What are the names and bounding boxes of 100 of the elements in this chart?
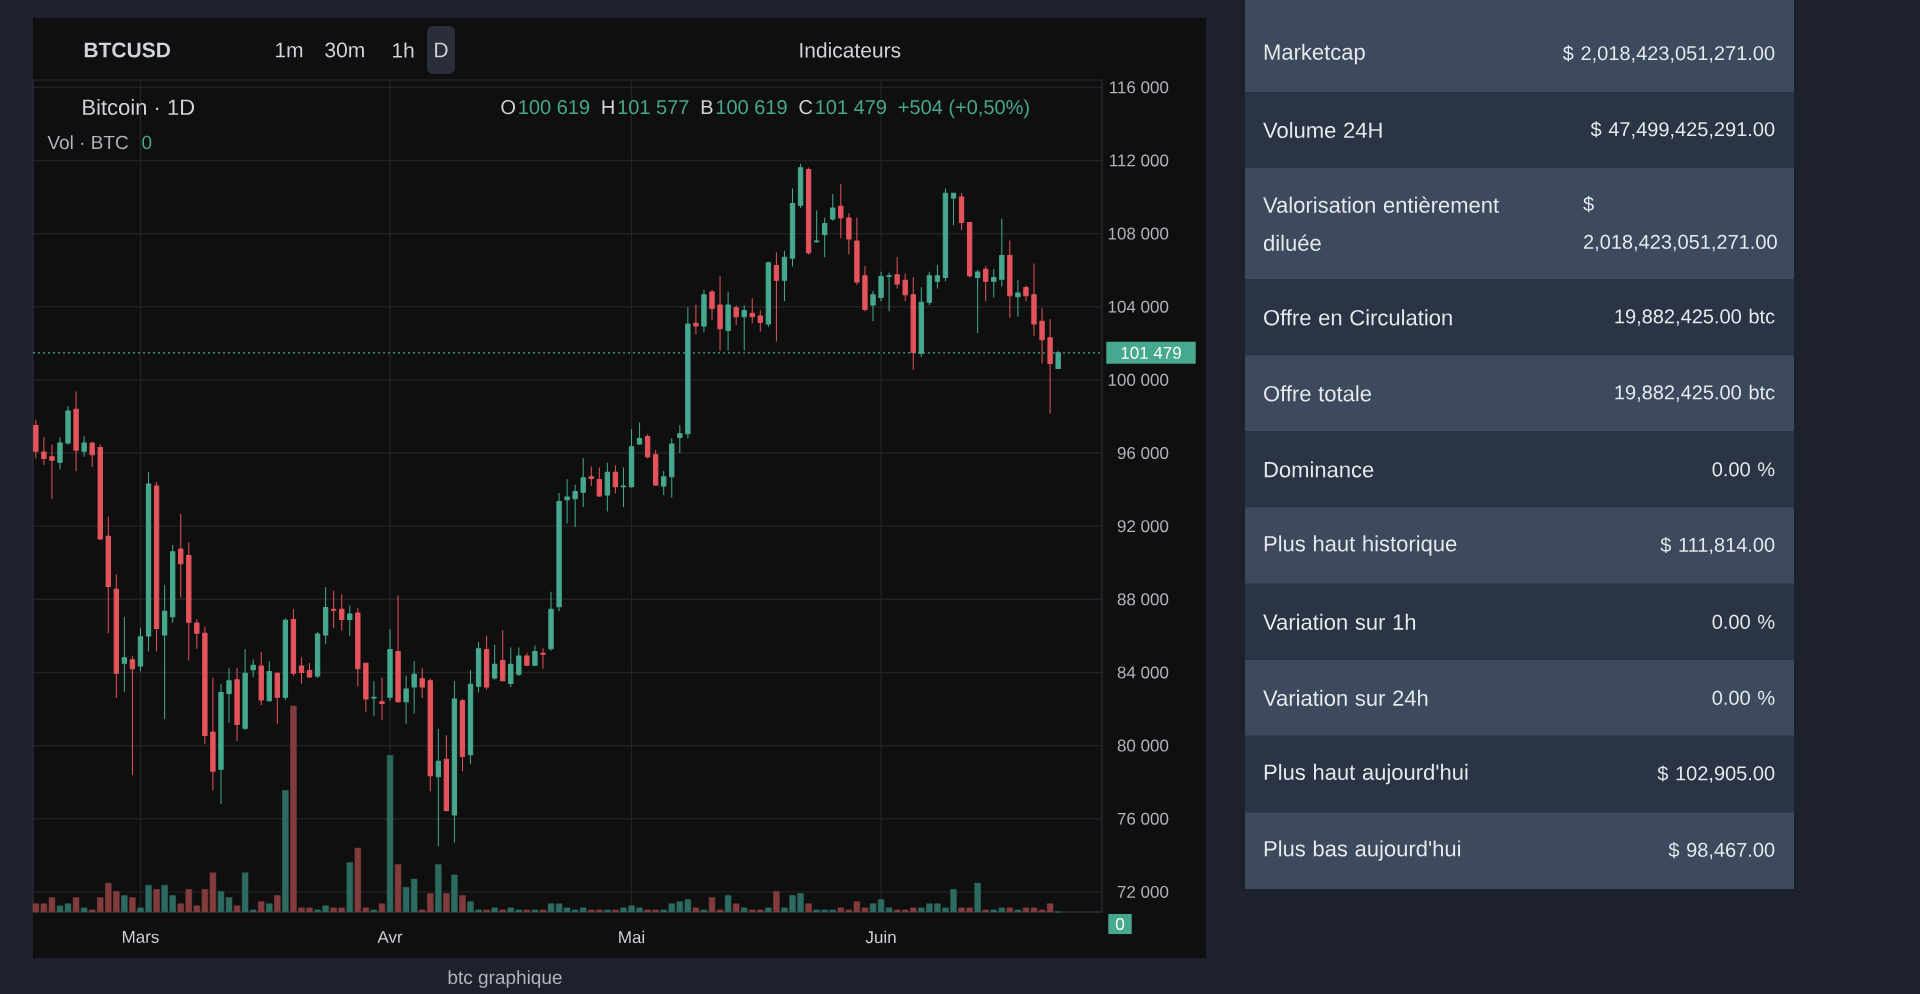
x-tick-label: Juin: [865, 930, 896, 944]
y-tick-label: 108 000: [1108, 227, 1169, 240]
text: Bitcoin · 1D: [83, 98, 195, 116]
candlestick: [218, 683, 224, 805]
text: 0.00 %: [1712, 690, 1775, 705]
candlestick: [789, 188, 796, 268]
x-tick-label: Mars: [122, 931, 159, 943]
candlestick: [41, 436, 47, 466]
text: $ 2,018,423,051,271.00: [1562, 45, 1775, 63]
candlestick: [258, 651, 264, 706]
candlestick: [274, 671, 280, 725]
bar: [700, 909, 708, 913]
bar: [499, 909, 506, 913]
candlestick: [661, 470, 667, 496]
candlestick: [974, 269, 981, 334]
annotation: 0: [142, 135, 152, 150]
candlestick: [435, 728, 441, 847]
annotation: 101 479: [816, 100, 887, 115]
bar: [451, 874, 458, 913]
annotation: O: [501, 100, 516, 115]
text: $ 47,499,425,291.00: [1590, 121, 1775, 139]
candlestick: [65, 405, 71, 446]
candlestick: [765, 261, 772, 328]
ref-line-label: 101 479: [1121, 346, 1181, 359]
candlestick: [966, 222, 973, 278]
candlestick: [822, 217, 828, 258]
bar: [121, 895, 128, 913]
candlestick: [942, 188, 949, 282]
candlestick: [403, 675, 409, 725]
y-tick-label: 88 000: [1117, 593, 1169, 606]
text: Dominance: [1264, 461, 1374, 478]
candlestick: [492, 644, 498, 681]
x-tick-label: Mai: [619, 930, 645, 944]
candlestick: [234, 667, 240, 742]
candlestick: [459, 698, 466, 772]
bar: [773, 891, 780, 913]
candlestick: [805, 167, 812, 256]
candlestick: [379, 677, 385, 721]
candlestick: [226, 667, 232, 724]
y-tick-label: 84 000: [1117, 666, 1169, 679]
candlestick: [427, 678, 433, 792]
annotation: B: [701, 100, 713, 114]
y-tick-label: 116 000: [1110, 81, 1169, 94]
candlestick: [628, 428, 635, 489]
candlestick: [371, 681, 377, 717]
text: Plus bas aujourd'hui: [1264, 840, 1461, 861]
candlestick: [548, 591, 554, 652]
candlestick: [242, 649, 248, 731]
y-tick-label: 76 000: [1117, 812, 1169, 825]
candlestick: [97, 444, 103, 541]
bar: [282, 790, 289, 913]
text: Volume 24H: [1263, 121, 1382, 139]
candlestick: [1047, 319, 1053, 415]
text: 19,882,425.00 btc: [1615, 384, 1775, 402]
candlestick: [202, 626, 208, 745]
candlestick: [411, 660, 417, 715]
text: Offre en Circulation: [1264, 309, 1452, 326]
candlestick: [250, 659, 256, 678]
candlestick: [620, 467, 627, 508]
candlestick: [339, 594, 345, 631]
bar: [483, 909, 490, 913]
text: 19,882,425.00 btc: [1615, 308, 1775, 326]
candlestick: [387, 628, 393, 702]
candlestick: [89, 441, 95, 468]
bar: [982, 909, 989, 913]
candlestick: [701, 289, 707, 333]
candlestick: [878, 271, 884, 302]
candlestick: [298, 657, 305, 684]
bar: [370, 909, 378, 913]
bar: [805, 903, 812, 913]
candlestick: [1039, 308, 1045, 364]
text: Valorisation entièrement diluée: [1263, 196, 1499, 251]
candlestick: [1007, 240, 1013, 319]
candlestick: [33, 419, 39, 460]
x-tick-label: Avr: [377, 931, 403, 943]
candlestick: [910, 276, 916, 371]
y-tick-label: 96 000: [1117, 447, 1169, 460]
candlestick: [773, 252, 780, 342]
bar: [491, 907, 498, 913]
candlestick: [314, 631, 321, 679]
candlestick: [870, 290, 876, 322]
candlestick: [443, 735, 450, 812]
candlestick: [588, 466, 594, 487]
candlestick: [934, 265, 941, 289]
bar: [80, 907, 88, 913]
candlestick: [564, 479, 570, 524]
candlestick: [1031, 263, 1037, 337]
candlestick: [1015, 279, 1021, 318]
candlestick: [121, 617, 128, 693]
bar: [233, 905, 241, 913]
candlestick: [81, 436, 87, 458]
candlestick: [862, 266, 868, 312]
text: btc graphique: [448, 970, 562, 988]
candlestick: [170, 544, 176, 624]
bar: [443, 893, 450, 913]
bar: [153, 889, 160, 913]
candlestick: [797, 163, 804, 209]
y-tick-label: 112 000: [1110, 154, 1169, 167]
text: BTCUSD: [84, 42, 171, 58]
text: $ 102,905.00: [1657, 765, 1775, 783]
